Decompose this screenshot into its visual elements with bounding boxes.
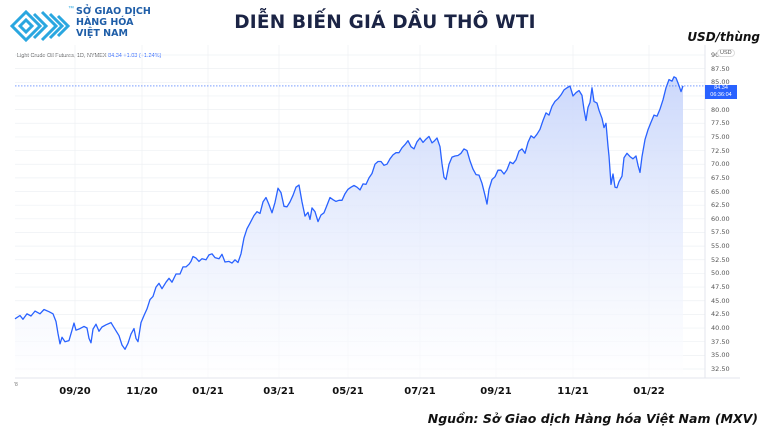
x-tick-label: 09/21 [480, 386, 512, 397]
source-note: Nguồn: Sở Giao dịch Hàng hóa Việt Nam (M… [427, 411, 758, 426]
y-tick-label: 62.50 [711, 201, 730, 210]
y-tick-label: 72.50 [711, 146, 730, 155]
price-label-countdown: 06:36:04 [710, 92, 732, 98]
last-price-label: 84.34 06:36:04 [705, 85, 737, 99]
x-tick-label: 11/21 [557, 386, 589, 397]
x-tick-label: 05/21 [332, 386, 364, 397]
y-tick-label: 55.00 [711, 242, 730, 251]
logo-line-2: HÀNG HÓA [76, 17, 134, 28]
logo-text: SỞ GIAO DỊCH HÀNG HÓA VIỆT NAM [76, 6, 151, 39]
x-tick-label: 01/22 [633, 386, 665, 397]
y-tick-label: 75.00 [711, 132, 730, 141]
y-tick-label: 40.00 [711, 324, 730, 333]
y-tick-label: 87.50 [711, 64, 730, 73]
mxv-logo-icon [9, 9, 71, 43]
y-tick-label: 70.00 [711, 160, 730, 169]
price-area-fill [15, 76, 683, 379]
y-tick-label: 67.50 [711, 173, 730, 182]
x-tick-label: 07/21 [404, 386, 436, 397]
legend-symbol: Light Crude Oil Futures, 1D, NYMEX [17, 53, 107, 59]
y-tick-label: 65.00 [711, 187, 730, 196]
y-tick-label: 50.00 [711, 269, 730, 278]
y-tick-label: 77.50 [711, 119, 730, 128]
legend-change: +1.03 (+1.24%) [123, 53, 162, 59]
y-tick-label: 37.50 [711, 337, 730, 346]
price-label-value: 84.34 [714, 85, 728, 91]
series-legend: Light Crude Oil Futures, 1D, NYMEX 84.34… [17, 53, 161, 59]
y-tick-label: 57.50 [711, 228, 730, 237]
y-tick-label: 60.00 [711, 214, 730, 223]
unit-label: USD/thùng [687, 30, 760, 44]
y-tick-label: 47.50 [711, 283, 730, 292]
chart-title: DIỄN BIẾN GIÁ DẦU THÔ WTI [234, 12, 536, 33]
x-tick-label: 01/21 [192, 386, 224, 397]
legend-last-price: 84.34 [108, 53, 122, 59]
currency-badge[interactable]: USD [717, 49, 735, 57]
logo-line-1: SỞ GIAO DỊCH [76, 6, 151, 17]
y-tick-label: 85.00 [711, 78, 730, 87]
y-tick-label: 45.00 [711, 296, 730, 305]
y-tick-label: 32.50 [711, 365, 730, 373]
y-tick-label: 52.50 [711, 255, 730, 264]
y-tick-label: 42.50 [711, 310, 730, 319]
y-tick-label: 35.00 [711, 351, 730, 360]
x-tick-label: 09/20 [59, 386, 91, 397]
trademark-mark: ™ [68, 6, 74, 12]
x-tick-label: 03/21 [263, 386, 295, 397]
x-tick-start: '8 [14, 382, 18, 388]
logo-line-3: VIỆT NAM [76, 28, 128, 39]
x-tick-label: 11/20 [126, 386, 158, 397]
price-line [14, 76, 684, 350]
y-tick-label: 80.00 [711, 105, 730, 114]
